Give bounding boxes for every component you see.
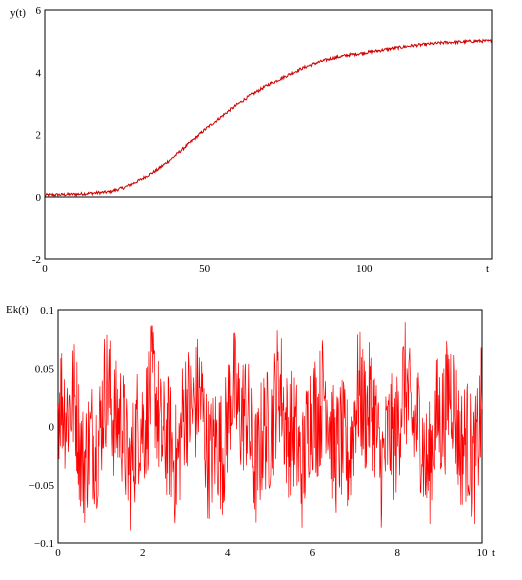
chart-y-xtick-label: 0 [42, 263, 48, 275]
chart-y-ytick-label: 2 [36, 130, 42, 142]
chart-y-ytick-label: 0 [36, 192, 42, 204]
chart-y-ytick-label: 6 [36, 5, 42, 17]
chart-ek-series-line [57, 322, 483, 531]
chart-ek-xlabel: t [492, 547, 495, 559]
chart-y-xtick-label: 50 [199, 263, 211, 275]
chart-ek-frame [57, 309, 483, 544]
chart-y-ytick-label: 4 [36, 67, 42, 79]
chart-ek-xtick-label: 8 [394, 547, 400, 559]
chart-ek-ytick-label: 0 [49, 422, 55, 434]
chart-y-xlabel: t [486, 263, 489, 275]
chart-ek-ytick-label: −0.1 [34, 538, 54, 550]
chart-y-xtick-label: 100 [356, 263, 373, 275]
chart-y-ylabel: y(t) [10, 7, 26, 19]
chart-ek-ylabel: Ek(t) [6, 304, 29, 316]
chart-ek-ytick-label: 0.1 [40, 305, 54, 317]
chart-ek-xtick-label: 4 [225, 547, 231, 559]
chart-y-frame [44, 9, 493, 260]
chart-y-series-line [44, 38, 493, 198]
chart-ek-ytick-label: 0.05 [35, 363, 55, 375]
chart-ek-xtick-label: 6 [310, 547, 316, 559]
chart-ek-ytick-label: −0.05 [29, 480, 55, 492]
chart-ek-xtick-label: 0 [55, 547, 61, 559]
chart-ek-xtick-label: 2 [140, 547, 146, 559]
chart-ek-xtick-label: 10 [477, 547, 489, 559]
chart-ek: Ek(t) t 0.1 0.05 0 −0.05 −0.1 0 2 4 6 8 10 [6, 304, 495, 559]
chart-y-ytick-label: -2 [32, 254, 41, 266]
